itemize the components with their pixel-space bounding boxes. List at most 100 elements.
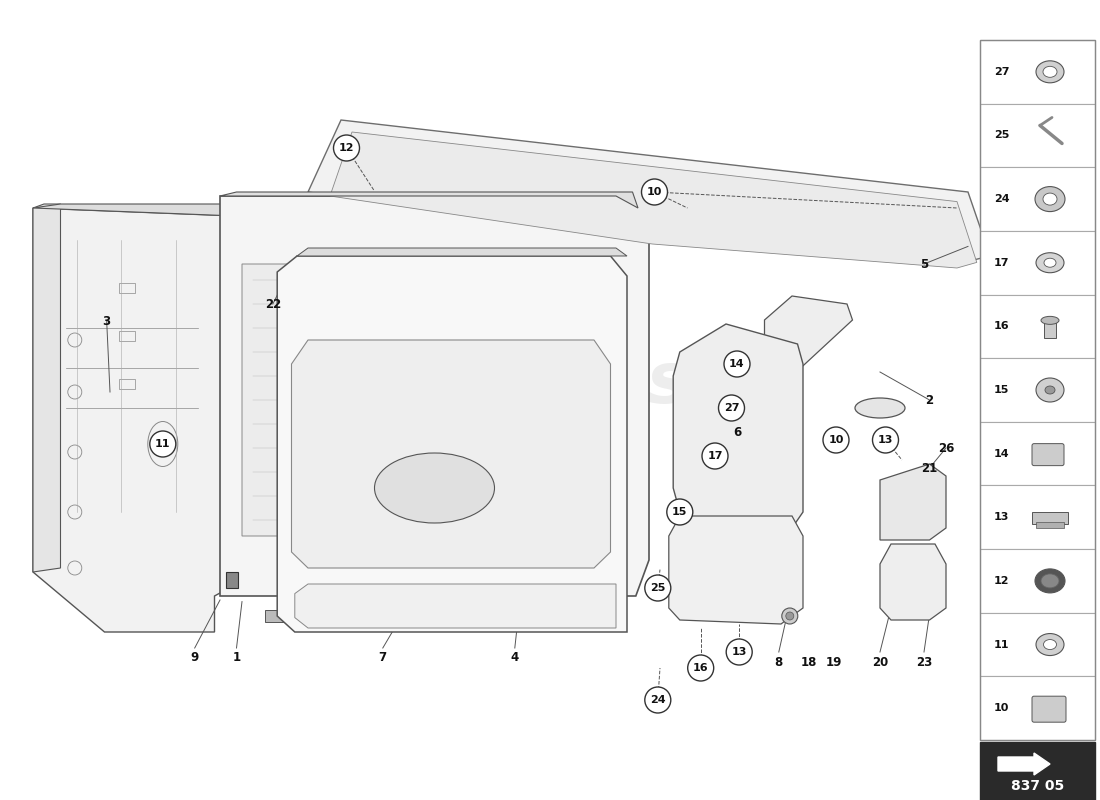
Text: 5: 5 xyxy=(920,258,928,270)
Ellipse shape xyxy=(1044,639,1056,650)
Polygon shape xyxy=(880,464,946,540)
Text: 14: 14 xyxy=(729,359,745,369)
Text: 17: 17 xyxy=(707,451,723,461)
Text: 27: 27 xyxy=(724,403,739,413)
Text: 11: 11 xyxy=(994,639,1010,650)
Polygon shape xyxy=(330,132,977,268)
Ellipse shape xyxy=(1043,193,1057,205)
Text: 19: 19 xyxy=(826,656,842,669)
Polygon shape xyxy=(242,264,610,536)
Text: 7: 7 xyxy=(378,651,387,664)
Bar xyxy=(119,331,134,341)
Text: 837 05: 837 05 xyxy=(1011,779,1064,793)
Bar xyxy=(980,549,1094,613)
Text: a passion for parts since 1985: a passion for parts since 1985 xyxy=(315,470,609,490)
Circle shape xyxy=(688,655,714,681)
Circle shape xyxy=(641,179,668,205)
Polygon shape xyxy=(33,208,236,632)
Polygon shape xyxy=(295,584,616,628)
Circle shape xyxy=(333,135,360,161)
Text: 27: 27 xyxy=(994,67,1010,77)
Ellipse shape xyxy=(1036,378,1064,402)
Text: eurospares: eurospares xyxy=(233,350,691,418)
Text: 22: 22 xyxy=(265,298,280,310)
Text: 25: 25 xyxy=(650,583,666,593)
Text: 16: 16 xyxy=(693,663,708,673)
Bar xyxy=(1036,522,1064,528)
Bar xyxy=(227,572,238,588)
Polygon shape xyxy=(669,516,803,624)
Circle shape xyxy=(726,639,752,665)
Text: 4: 4 xyxy=(510,651,519,664)
Polygon shape xyxy=(297,248,627,256)
Polygon shape xyxy=(673,324,803,536)
Text: 12: 12 xyxy=(339,143,354,153)
Bar xyxy=(1032,512,1068,524)
Text: 17: 17 xyxy=(994,258,1010,268)
Text: 13: 13 xyxy=(878,435,893,445)
Text: 10: 10 xyxy=(994,703,1010,713)
Polygon shape xyxy=(292,340,610,568)
Text: 2: 2 xyxy=(925,394,934,406)
Text: 8: 8 xyxy=(774,656,783,669)
Text: 13: 13 xyxy=(732,647,747,657)
Bar xyxy=(980,422,1094,486)
Ellipse shape xyxy=(1036,253,1064,273)
Text: 15: 15 xyxy=(994,385,1010,395)
Bar xyxy=(980,676,1094,740)
Text: 15: 15 xyxy=(672,507,688,517)
Text: 24: 24 xyxy=(650,695,666,705)
Text: 10: 10 xyxy=(828,435,844,445)
Bar xyxy=(980,104,1094,167)
Ellipse shape xyxy=(1036,61,1064,83)
FancyBboxPatch shape xyxy=(1032,696,1066,722)
Ellipse shape xyxy=(374,453,495,523)
Circle shape xyxy=(718,395,745,421)
Polygon shape xyxy=(308,120,990,264)
Polygon shape xyxy=(764,296,853,376)
Bar xyxy=(980,167,1094,231)
Circle shape xyxy=(702,443,728,469)
Polygon shape xyxy=(33,204,60,572)
Bar xyxy=(980,742,1094,800)
Text: 13: 13 xyxy=(994,512,1010,522)
Ellipse shape xyxy=(1041,316,1059,324)
Bar xyxy=(980,358,1094,422)
Text: 18: 18 xyxy=(801,656,816,669)
Circle shape xyxy=(823,427,849,453)
Text: 10: 10 xyxy=(647,187,662,197)
Text: 25: 25 xyxy=(994,130,1010,141)
Polygon shape xyxy=(880,544,946,620)
Text: 26: 26 xyxy=(938,442,954,454)
Text: 20: 20 xyxy=(872,656,888,669)
Bar xyxy=(1044,322,1056,338)
Text: 16: 16 xyxy=(994,322,1010,331)
Ellipse shape xyxy=(1044,258,1056,267)
Ellipse shape xyxy=(855,398,905,418)
Text: 12: 12 xyxy=(994,576,1010,586)
Circle shape xyxy=(785,612,794,620)
Bar xyxy=(980,231,1094,294)
Text: 3: 3 xyxy=(102,315,111,328)
Bar xyxy=(265,610,285,622)
Ellipse shape xyxy=(1041,574,1059,588)
Ellipse shape xyxy=(1035,186,1065,211)
Bar xyxy=(980,486,1094,549)
Text: 6: 6 xyxy=(733,426,741,438)
Ellipse shape xyxy=(1043,66,1057,78)
Bar xyxy=(980,40,1094,104)
Text: 11: 11 xyxy=(155,439,170,449)
FancyBboxPatch shape xyxy=(1032,444,1064,466)
Text: 14: 14 xyxy=(994,449,1010,458)
Polygon shape xyxy=(277,256,627,632)
Circle shape xyxy=(645,687,671,713)
Bar xyxy=(119,283,134,293)
Circle shape xyxy=(782,608,797,624)
Circle shape xyxy=(667,499,693,525)
Text: 1: 1 xyxy=(232,651,241,664)
Bar xyxy=(980,294,1094,358)
Polygon shape xyxy=(220,196,649,596)
Text: 21: 21 xyxy=(922,462,937,474)
Circle shape xyxy=(645,575,671,601)
Circle shape xyxy=(724,351,750,377)
